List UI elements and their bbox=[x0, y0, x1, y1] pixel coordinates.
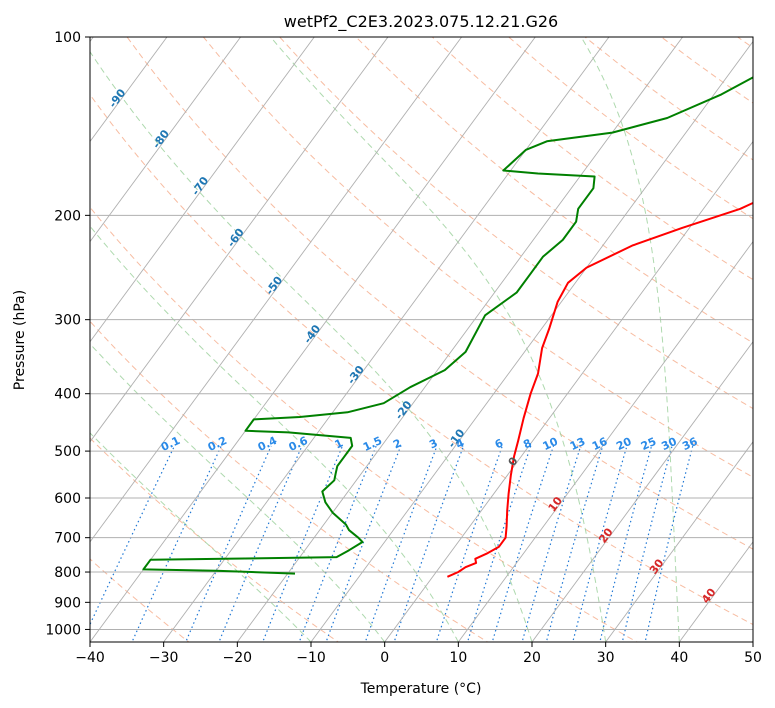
mixing-ratio-line bbox=[262, 445, 344, 642]
mixing-ratio-line bbox=[364, 445, 438, 642]
y-tick-label: 1000 bbox=[45, 622, 81, 638]
isotherm-line bbox=[236, 37, 684, 642]
dry-adiabat-line bbox=[90, 320, 489, 642]
x-tick-label: 10 bbox=[449, 650, 467, 666]
isotherm-line bbox=[90, 37, 389, 443]
mixing-ratio-label: 10 bbox=[541, 435, 561, 453]
mixing-ratio-line bbox=[621, 445, 673, 642]
y-tick-label: 900 bbox=[54, 595, 81, 611]
mixing-ratio-label: 25 bbox=[639, 435, 658, 453]
moist-adiabat-line bbox=[90, 225, 459, 642]
mixing-ratio-line bbox=[131, 445, 222, 642]
isotherm-line bbox=[90, 37, 168, 143]
mixing-ratio-line bbox=[545, 445, 604, 642]
isotherm-line bbox=[90, 37, 536, 642]
x-tick-label: 30 bbox=[597, 650, 615, 666]
moist-adiabat-line bbox=[270, 37, 607, 642]
dewpoint-profile-line bbox=[142, 76, 753, 575]
temperature-profile-line bbox=[446, 201, 753, 578]
x-tick-label: −40 bbox=[75, 650, 105, 666]
y-tick-label: 500 bbox=[54, 444, 81, 460]
isotherm-line bbox=[90, 37, 463, 543]
x-axis-label: Temperature (°C) bbox=[360, 681, 482, 697]
isotherm-line bbox=[531, 340, 753, 642]
isotherm-line bbox=[163, 37, 610, 642]
mixing-ratio-line bbox=[572, 445, 628, 642]
isotherm-line bbox=[384, 140, 753, 642]
x-tick-label: 50 bbox=[744, 650, 762, 666]
isotherm-line bbox=[90, 37, 315, 343]
moist-adiabat-line bbox=[90, 343, 386, 642]
mixing-ratio-line bbox=[298, 445, 377, 642]
y-axis: 100 200 300 400 500 600 700 800 900 1000 bbox=[45, 30, 90, 638]
x-tick-label: 40 bbox=[670, 650, 688, 666]
chart-title: wetPf2_C2E3.2023.075.12.21.G26 bbox=[284, 12, 558, 32]
x-tick-label: −30 bbox=[149, 650, 179, 666]
isotherm-line bbox=[90, 37, 242, 243]
mixing-ratio-line bbox=[599, 445, 653, 642]
mixing-ratio-line bbox=[393, 445, 465, 642]
mixing-ratio-line bbox=[325, 445, 402, 642]
x-tick-label: 20 bbox=[523, 650, 541, 666]
y-tick-label: 100 bbox=[54, 30, 81, 46]
mixing-ratio-label: 16 bbox=[590, 435, 610, 453]
moist-adiabat-line bbox=[580, 37, 680, 642]
mixing-ratio-label: 36 bbox=[680, 435, 700, 453]
mixing-ratio-line bbox=[185, 445, 272, 642]
x-tick-label: −20 bbox=[223, 650, 253, 666]
isotherm-line bbox=[457, 240, 753, 642]
mixing-ratio-label: 13 bbox=[568, 435, 587, 453]
x-tick-label: 0 bbox=[380, 650, 389, 666]
y-tick-label: 800 bbox=[54, 565, 81, 581]
y-tick-label: 300 bbox=[54, 313, 81, 329]
y-tick-label: 400 bbox=[54, 387, 81, 403]
plot-frame bbox=[89, 36, 754, 643]
dry-adiabat-line bbox=[126, 37, 753, 550]
profiles bbox=[142, 76, 753, 578]
x-tick-label: −10 bbox=[296, 650, 326, 666]
y-tick-label: 600 bbox=[54, 491, 81, 507]
y-axis-label: Pressure (hPa) bbox=[12, 290, 28, 390]
isotherm-line bbox=[605, 441, 753, 642]
grid bbox=[90, 37, 753, 642]
dry-adiabat-line bbox=[203, 37, 753, 478]
mixing-ratio-label: 30 bbox=[659, 435, 679, 453]
isotherm-line bbox=[310, 40, 753, 642]
y-tick-label: 200 bbox=[54, 208, 81, 224]
dry-adiabat-line bbox=[279, 37, 753, 410]
moist-adiabat-line bbox=[90, 50, 533, 642]
reference-lines bbox=[90, 37, 753, 642]
y-tick-label: 700 bbox=[54, 531, 81, 547]
mixing-ratio-label: 20 bbox=[614, 435, 634, 453]
x-axis: −40 −30 −20 −10 0 10 20 30 40 50 bbox=[75, 642, 762, 666]
